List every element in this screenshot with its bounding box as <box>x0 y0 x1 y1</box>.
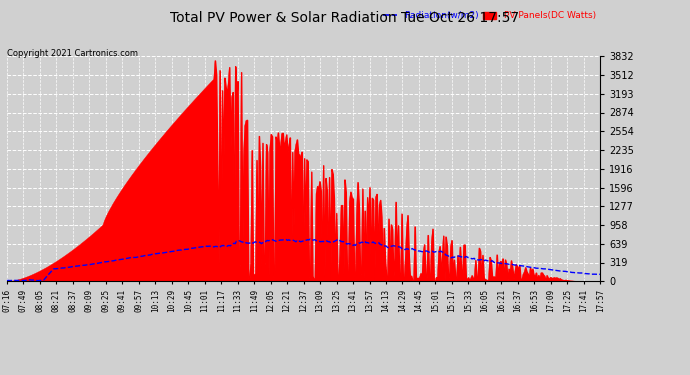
Text: Copyright 2021 Cartronics.com: Copyright 2021 Cartronics.com <box>7 49 138 58</box>
Legend: Radiation(w/m2), PV Panels(DC Watts): Radiation(w/m2), PV Panels(DC Watts) <box>383 11 595 20</box>
Text: Total PV Power & Solar Radiation Tue Oct 26 17:57: Total PV Power & Solar Radiation Tue Oct… <box>170 11 520 25</box>
